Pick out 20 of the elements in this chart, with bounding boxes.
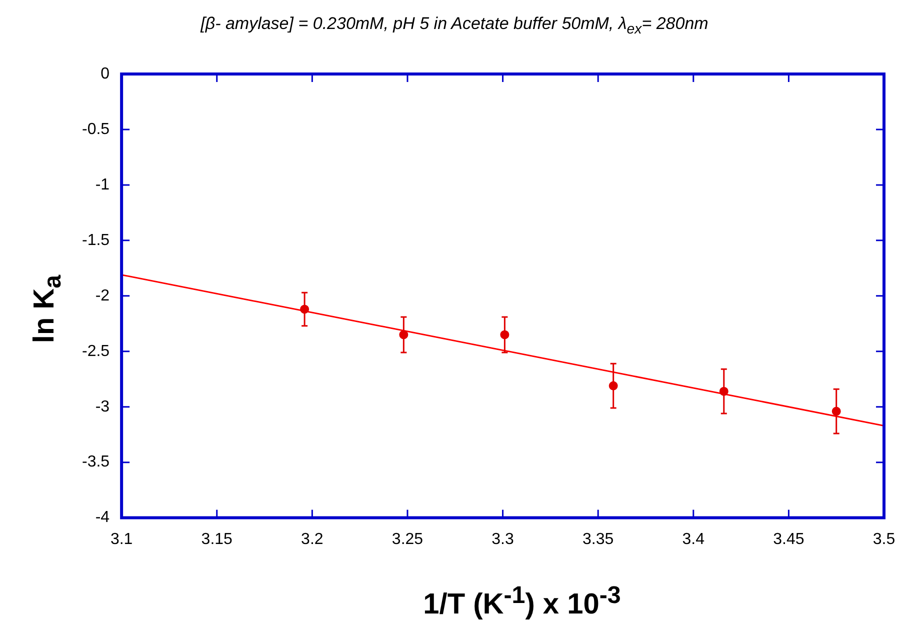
y-tick-label: -2 (95, 287, 110, 304)
x-tick-label: 3.25 (392, 530, 424, 548)
x-tick-label: 3.45 (773, 530, 804, 548)
x-tick-label: 3.2 (301, 530, 324, 548)
chart-title: [β- amylase] = 0.230mM, pH 5 in Acetate buffer 50mM, λ$_{ex}$= 280nm (199, 14, 710, 38)
y-tick-label: 0 (100, 65, 110, 82)
x-axis-title: 1/T (K$^{-1}$) x 10$^{-3}$ (422, 582, 622, 622)
x-tick-label: 3.35 (582, 530, 614, 548)
y-tick-label: -4 (95, 509, 110, 526)
x-tick-label: 3.5 (872, 530, 896, 548)
y-tick-label: -1.5 (82, 232, 110, 249)
x-tick-label: 3.1 (110, 530, 133, 548)
x-tick-label: 3.4 (682, 530, 705, 548)
y-tick-label: -2.5 (82, 342, 110, 360)
y-tick-label: -0.5 (82, 120, 110, 138)
y-tick-label: -3.5 (82, 454, 110, 471)
x-tick-label: 3.15 (201, 530, 233, 548)
y-tick-label: -1 (95, 176, 110, 194)
x-tick-label: 3.3 (492, 530, 514, 548)
y-tick-label: -3 (95, 398, 110, 416)
